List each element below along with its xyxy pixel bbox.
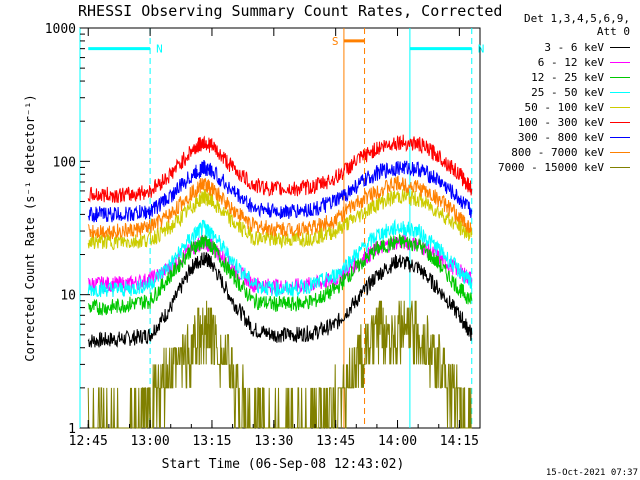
y-axis-label: Corrected Count Rate (s⁻¹ detector⁻¹) bbox=[23, 94, 37, 361]
series-layer bbox=[87, 134, 473, 429]
legend-label: 3 - 6 keV bbox=[544, 41, 604, 54]
chart-title: RHESSI Observing Summary Count Rates, Co… bbox=[78, 2, 503, 20]
legend-swatch bbox=[610, 62, 630, 63]
detector-info: Det 1,3,4,5,6,9, Att 0 bbox=[488, 12, 630, 38]
legend-label: 50 - 100 keV bbox=[524, 101, 604, 114]
legend-item: 12 - 25 keV bbox=[488, 70, 630, 85]
y-tick-label-3: 1000 bbox=[45, 22, 76, 37]
footer-timestamp: 15-Oct-2021 07:37 bbox=[545, 468, 638, 478]
legend-label: 6 - 12 keV bbox=[537, 56, 604, 69]
legend-label: 300 - 800 keV bbox=[517, 131, 604, 144]
annotation-label-2: S bbox=[332, 35, 339, 48]
series-line-2 bbox=[87, 233, 473, 316]
x-tick-label-5: 14:00 bbox=[378, 434, 417, 449]
legend-swatch bbox=[610, 107, 630, 108]
legend-item: 50 - 100 keV bbox=[488, 100, 630, 115]
legend-swatch bbox=[610, 137, 630, 138]
legend-label: 7000 - 15000 keV bbox=[498, 161, 604, 174]
series-line-0 bbox=[87, 252, 473, 348]
legend-item: 300 - 800 keV bbox=[488, 130, 630, 145]
legend-label: 800 - 7000 keV bbox=[511, 146, 604, 159]
series-line-7 bbox=[87, 175, 473, 240]
legend-swatch bbox=[610, 122, 630, 123]
detector-line-1: Det 1,3,4,5,6,9, bbox=[524, 12, 630, 25]
annotation-label-1: N bbox=[478, 43, 485, 56]
legend-label: 100 - 300 keV bbox=[517, 116, 604, 129]
legend-item: 6 - 12 keV bbox=[488, 55, 630, 70]
series-line-5 bbox=[87, 134, 473, 204]
annotation-label-0: N bbox=[156, 43, 163, 56]
legend-swatch bbox=[610, 152, 630, 153]
axis-ticks: 12:45 13:00 13:15 13:30 13:45 14:00 14:15 1 10 10… bbox=[45, 22, 481, 449]
series-line-8 bbox=[87, 300, 472, 429]
legend-swatch bbox=[610, 47, 630, 48]
legend-item: 7000 - 15000 keV bbox=[488, 160, 630, 175]
x-axis-label: Start Time (06-Sep-08 12:43:02) bbox=[162, 457, 405, 472]
x-tick-label-3: 13:30 bbox=[254, 434, 293, 449]
x-tick-label-1: 13:00 bbox=[131, 434, 170, 449]
legend-item: 800 - 7000 keV bbox=[488, 145, 630, 160]
legend-item: 3 - 6 keV bbox=[488, 40, 630, 55]
x-tick-label-6: 14:15 bbox=[440, 434, 479, 449]
y-tick-label-2: 100 bbox=[53, 155, 76, 170]
x-tick-label-2: 13:15 bbox=[192, 434, 231, 449]
legend-label: 12 - 25 keV bbox=[531, 71, 604, 84]
y-tick-label-1: 10 bbox=[60, 289, 76, 304]
legend-item: 25 - 50 keV bbox=[488, 85, 630, 100]
series-line-4 bbox=[87, 188, 473, 251]
legend-label: 25 - 50 keV bbox=[531, 86, 604, 99]
series-line-6 bbox=[87, 159, 473, 223]
y-tick-label-0: 1 bbox=[68, 422, 76, 437]
series-line-3 bbox=[87, 218, 473, 298]
detector-line-2: Att 0 bbox=[596, 25, 630, 38]
legend: 3 - 6 keV 6 - 12 keV 12 - 25 keV 25 - 50 ke… bbox=[488, 40, 630, 175]
x-tick-label-4: 13:45 bbox=[316, 434, 355, 449]
legend-swatch bbox=[610, 77, 630, 78]
legend-swatch bbox=[610, 92, 630, 93]
legend-swatch bbox=[610, 167, 630, 168]
x-tick-label-0: 12:45 bbox=[69, 434, 108, 449]
legend-item: 100 - 300 keV bbox=[488, 115, 630, 130]
